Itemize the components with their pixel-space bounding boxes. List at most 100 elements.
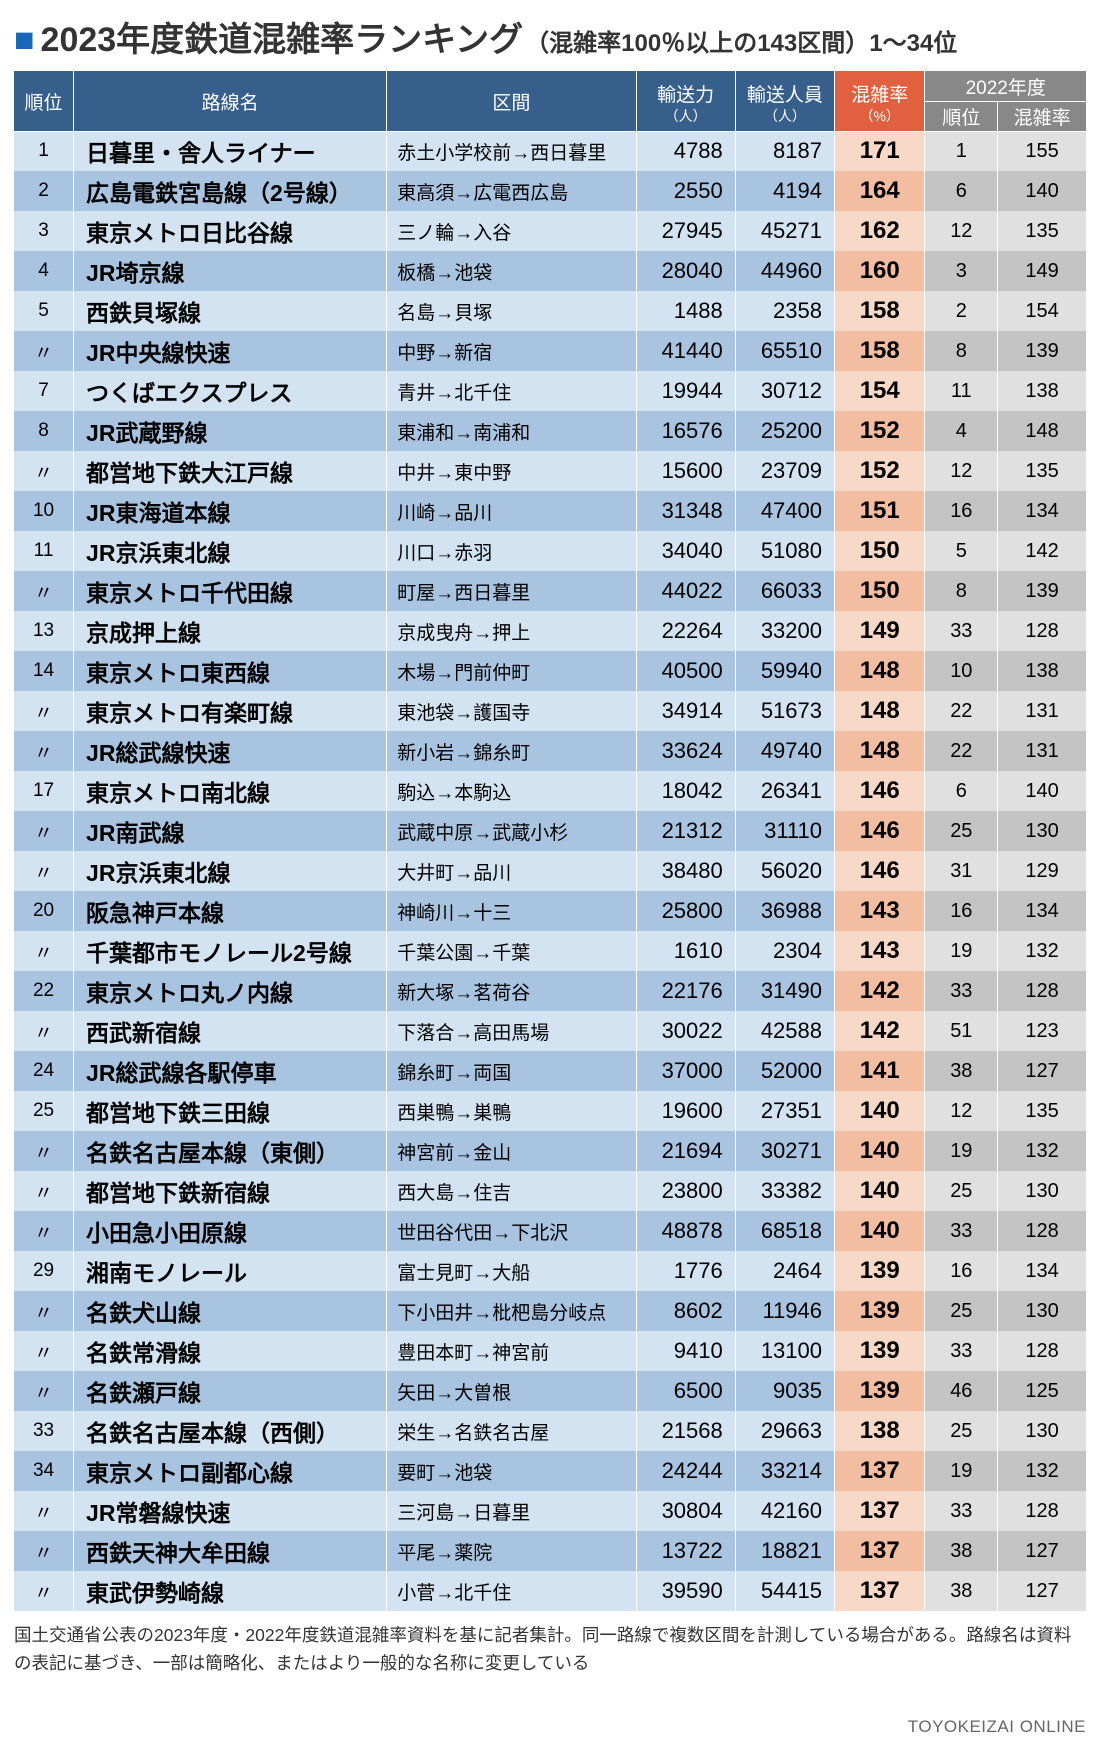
cell-section: 板橋→池袋 [387, 251, 636, 291]
cell-rank: 〃 [14, 1531, 74, 1571]
table-row: 34東京メトロ副都心線要町→池袋242443321413719132 [14, 1451, 1086, 1491]
cell-line: JR京浜東北線 [74, 851, 387, 891]
cell-rank: 〃 [14, 1491, 74, 1531]
cell-prev-rank: 19 [925, 931, 998, 971]
table-header: 順位 路線名 区間 輸送力（人） 輸送人員（人） 混雑率（%） 2022年度 順… [14, 71, 1086, 131]
table-row: 〃都営地下鉄新宿線西大島→住吉238003338214025130 [14, 1171, 1086, 1211]
cell-capacity: 22176 [636, 971, 735, 1011]
cell-capacity: 16576 [636, 411, 735, 451]
cell-rate: 148 [835, 651, 925, 691]
table-row: 4JR埼京線板橋→池袋28040449601603149 [14, 251, 1086, 291]
cell-rank: 3 [14, 211, 74, 251]
cell-section: 下小田井→枇杷島分岐点 [387, 1291, 636, 1331]
cell-prev-rank: 16 [925, 491, 998, 531]
cell-capacity: 44022 [636, 571, 735, 611]
cell-passengers: 8187 [735, 131, 834, 171]
cell-rate: 141 [835, 1051, 925, 1091]
cell-capacity: 1610 [636, 931, 735, 971]
cell-rate: 143 [835, 891, 925, 931]
cell-section: 駒込→本駒込 [387, 771, 636, 811]
header-prev-year: 2022年度 [925, 71, 1086, 101]
cell-rate: 143 [835, 931, 925, 971]
cell-rank: 22 [14, 971, 74, 1011]
table-row: 〃名鉄名古屋本線（東側）神宮前→金山216943027114019132 [14, 1131, 1086, 1171]
cell-prev-rate: 127 [998, 1531, 1086, 1571]
cell-rank: 〃 [14, 691, 74, 731]
cell-rate: 139 [835, 1371, 925, 1411]
cell-capacity: 21312 [636, 811, 735, 851]
cell-rank: 〃 [14, 1131, 74, 1171]
table-row: 〃西鉄天神大牟田線平尾→薬院137221882113738127 [14, 1531, 1086, 1571]
cell-prev-rate: 135 [998, 451, 1086, 491]
cell-capacity: 24244 [636, 1451, 735, 1491]
table-row: 〃JR京浜東北線大井町→品川384805602014631129 [14, 851, 1086, 891]
cell-capacity: 8602 [636, 1291, 735, 1331]
cell-prev-rank: 33 [925, 1331, 998, 1371]
cell-rate: 139 [835, 1251, 925, 1291]
cell-line: JR総武線各駅停車 [74, 1051, 387, 1091]
header-rate: 混雑率（%） [835, 71, 925, 131]
cell-section: 東池袋→護国寺 [387, 691, 636, 731]
cell-passengers: 42160 [735, 1491, 834, 1531]
cell-rank: 20 [14, 891, 74, 931]
cell-line: JR常磐線快速 [74, 1491, 387, 1531]
table-row: 13京成押上線京成曳舟→押上222643320014933128 [14, 611, 1086, 651]
cell-prev-rate: 130 [998, 1291, 1086, 1331]
cell-rate: 146 [835, 811, 925, 851]
cell-section: 中野→新宿 [387, 331, 636, 371]
cell-passengers: 4194 [735, 171, 834, 211]
cell-capacity: 6500 [636, 1371, 735, 1411]
cell-prev-rank: 19 [925, 1451, 998, 1491]
cell-prev-rate: 139 [998, 571, 1086, 611]
table-row: 20阪急神戸本線神崎川→十三258003698814316134 [14, 891, 1086, 931]
cell-prev-rate: 142 [998, 531, 1086, 571]
cell-line: 東京メトロ千代田線 [74, 571, 387, 611]
cell-prev-rate: 128 [998, 1331, 1086, 1371]
cell-section: 名島→貝塚 [387, 291, 636, 331]
cell-rate: 149 [835, 611, 925, 651]
cell-prev-rate: 127 [998, 1051, 1086, 1091]
cell-prev-rate: 134 [998, 491, 1086, 531]
cell-passengers: 29663 [735, 1411, 834, 1451]
cell-line: 東京メトロ副都心線 [74, 1451, 387, 1491]
cell-prev-rank: 16 [925, 891, 998, 931]
cell-line: 名鉄名古屋本線（東側） [74, 1131, 387, 1171]
cell-prev-rate: 135 [998, 1091, 1086, 1131]
cell-prev-rate: 127 [998, 1571, 1086, 1611]
cell-prev-rank: 8 [925, 571, 998, 611]
cell-capacity: 13722 [636, 1531, 735, 1571]
cell-rank: 〃 [14, 811, 74, 851]
cell-prev-rank: 3 [925, 251, 998, 291]
cell-line: 名鉄名古屋本線（西側） [74, 1411, 387, 1451]
cell-rate: 151 [835, 491, 925, 531]
table-row: 10JR東海道本線川崎→品川313484740015116134 [14, 491, 1086, 531]
cell-rank: 29 [14, 1251, 74, 1291]
cell-capacity: 31348 [636, 491, 735, 531]
cell-rate: 139 [835, 1291, 925, 1331]
cell-line: 都営地下鉄三田線 [74, 1091, 387, 1131]
title-sub-text: （混雑率100％以上の143区間）1〜34位 [525, 23, 957, 58]
cell-line: 名鉄犬山線 [74, 1291, 387, 1331]
cell-line: 京成押上線 [74, 611, 387, 651]
cell-rank: 〃 [14, 1291, 74, 1331]
page-title: ■ 2023年度鉄道混雑率ランキング （混雑率100％以上の143区間）1〜34… [14, 12, 1086, 61]
cell-rank: 4 [14, 251, 74, 291]
cell-line: 東京メトロ南北線 [74, 771, 387, 811]
cell-passengers: 11946 [735, 1291, 834, 1331]
cell-section: 平尾→薬院 [387, 1531, 636, 1571]
cell-rate: 148 [835, 731, 925, 771]
cell-line: JR埼京線 [74, 251, 387, 291]
cell-rank: 〃 [14, 1171, 74, 1211]
table-row: 24JR総武線各駅停車錦糸町→両国370005200014138127 [14, 1051, 1086, 1091]
table-row: 17東京メトロ南北線駒込→本駒込18042263411466140 [14, 771, 1086, 811]
cell-prev-rate: 140 [998, 171, 1086, 211]
table-row: 〃JR南武線武蔵中原→武蔵小杉213123111014625130 [14, 811, 1086, 851]
cell-rank: 〃 [14, 731, 74, 771]
cell-capacity: 19600 [636, 1091, 735, 1131]
cell-prev-rank: 6 [925, 171, 998, 211]
cell-rank: 〃 [14, 331, 74, 371]
cell-passengers: 30271 [735, 1131, 834, 1171]
cell-prev-rank: 10 [925, 651, 998, 691]
cell-rate: 154 [835, 371, 925, 411]
title-square-icon: ■ [14, 21, 35, 60]
